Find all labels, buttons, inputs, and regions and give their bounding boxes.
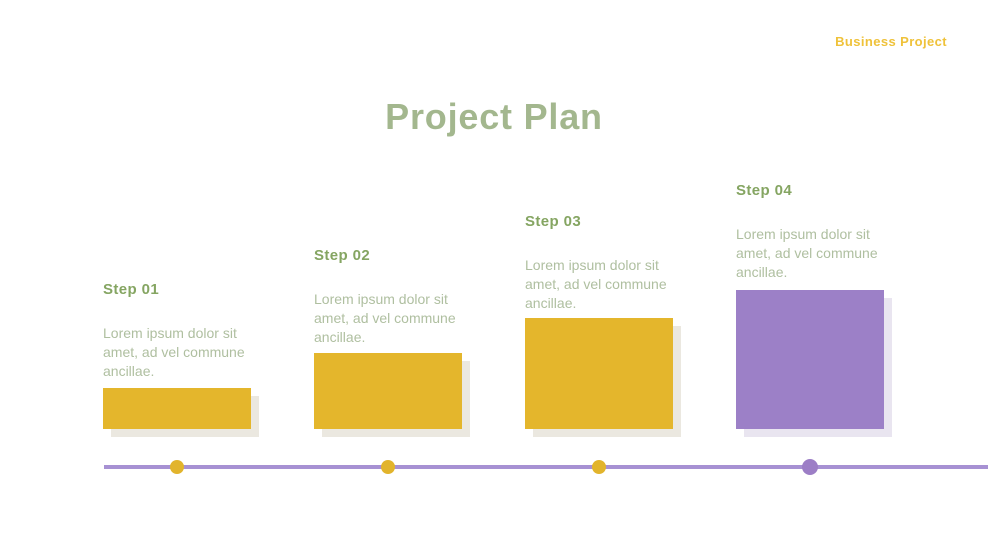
page-title: Project Plan <box>385 96 603 138</box>
step-bar <box>736 290 884 429</box>
step-description: Lorem ipsum dolor sit amet, ad vel commu… <box>314 291 456 345</box>
timeline-dot-3 <box>592 460 606 474</box>
brand-label: Business Project <box>835 34 947 49</box>
step-column-4: Step 04 Lorem ipsum dolor sit amet, ad v… <box>736 182 884 429</box>
step-column-3: Step 03 Lorem ipsum dolor sit amet, ad v… <box>525 213 673 429</box>
timeline-line <box>104 465 988 469</box>
step-title: Step 01 <box>103 281 160 298</box>
step-title: Step 02 <box>314 247 371 264</box>
step-bar <box>525 318 673 429</box>
step-description: Lorem ipsum dolor sit amet, ad vel commu… <box>525 257 667 311</box>
step-bar <box>314 353 462 429</box>
step-column-1: Step 01 Lorem ipsum dolor sit amet, ad v… <box>103 281 251 429</box>
step-column-2: Step 02 Lorem ipsum dolor sit amet, ad v… <box>314 247 462 429</box>
step-description: Lorem ipsum dolor sit amet, ad vel commu… <box>736 226 878 280</box>
timeline-dot-4 <box>802 459 818 475</box>
step-title: Step 04 <box>736 182 793 199</box>
step-title: Step 03 <box>525 213 582 230</box>
step-bar <box>103 388 251 429</box>
timeline-dot-1 <box>170 460 184 474</box>
timeline-dot-2 <box>381 460 395 474</box>
step-description: Lorem ipsum dolor sit amet, ad vel commu… <box>103 325 245 379</box>
